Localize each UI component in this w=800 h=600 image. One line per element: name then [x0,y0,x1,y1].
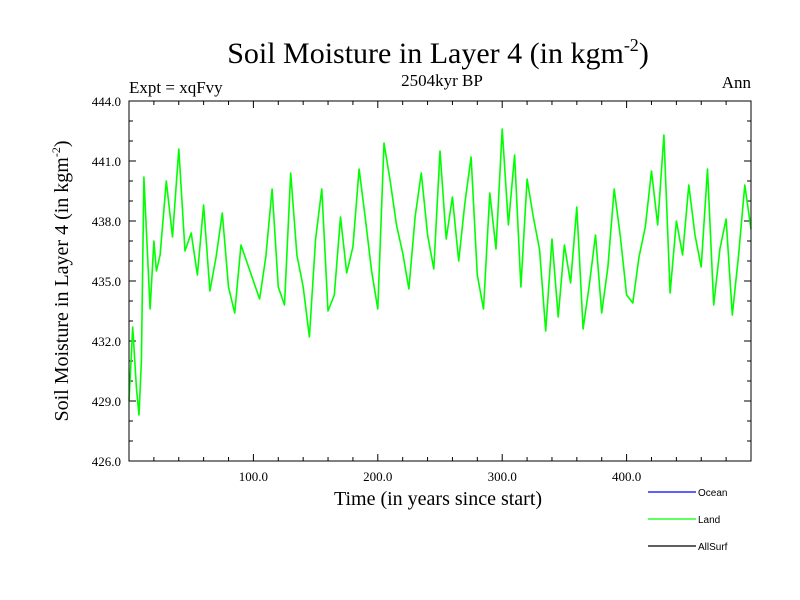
legend-item-allsurf: AllSurf [648,542,728,553]
y-tick-labels: 426.0 429.0 432.0 435.0 438.0 441.0 444.0 [92,94,121,469]
y-tick-label: 429.0 [92,394,121,409]
x-tick-label: 400.0 [612,469,641,484]
y-tick-label: 438.0 [92,214,121,229]
y-tick-label: 441.0 [92,154,121,169]
x-tick-labels: 100.0 200.0 300.0 400.0 [239,469,641,484]
x-tick-label: 200.0 [363,469,392,484]
season-label: Ann [722,73,752,92]
legend-item-land: Land [648,515,720,526]
y-tick-label: 435.0 [92,274,121,289]
legend-item-ocean: Ocean [648,488,727,499]
x-tick-label: 100.0 [239,469,268,484]
y-tick-label: 432.0 [92,334,121,349]
experiment-label: Expt = xqFvy [129,78,223,97]
plot-frame [128,100,752,462]
chart-title-superscript: -2 [624,35,639,55]
legend-label-land: Land [698,515,720,526]
x-tick-label: 300.0 [488,469,517,484]
period-label: 2504kyr BP [401,71,483,90]
legend-label-allsurf: AllSurf [698,542,728,553]
y-tick-label: 444.0 [92,94,121,109]
legend-label-ocean: Ocean [698,488,727,499]
y-axis-label: Soil Moisture in Layer 4 (in kgm-2) [49,140,73,421]
chart-title: Soil Moisture in Layer 4 (in kgm-2) [227,35,649,70]
series-line-land [128,128,752,416]
y-tick-label: 426.0 [92,454,121,469]
chart-title-end: ) [639,37,649,70]
legend: Ocean Land AllSurf [648,488,728,553]
y-axis-label-end: ) [51,140,73,147]
y-axis-label-superscript: -2 [49,147,63,157]
series-layer [128,128,752,416]
x-axis-label: Time (in years since start) [334,488,542,510]
